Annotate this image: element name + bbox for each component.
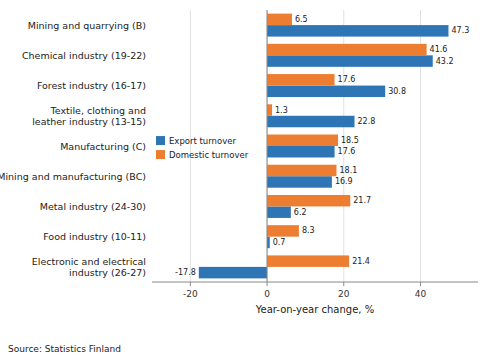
category-label: Electronic and electricalindustry (26-27…: [32, 256, 146, 278]
bar: [267, 104, 272, 115]
tick-label: 40: [415, 289, 427, 299]
tick-label: 20: [338, 289, 350, 299]
tick-label: 0: [264, 289, 270, 299]
data-label: 6.2: [294, 208, 307, 217]
data-label: 18.5: [341, 136, 359, 145]
bar: [267, 44, 427, 55]
category-label-line: industry (26-27): [69, 267, 146, 278]
category-label: Forest industry (16-17): [37, 80, 146, 91]
data-label: 0.7: [273, 238, 286, 247]
data-label: 17.6: [338, 75, 356, 84]
bar: [267, 25, 448, 36]
bar: [267, 225, 299, 236]
data-label: 47.3: [451, 26, 469, 35]
category-label: Textile, clothing andleather industry (1…: [32, 105, 146, 127]
data-label: 41.6: [430, 45, 448, 54]
bar: [267, 135, 338, 146]
data-label: 21.7: [353, 196, 371, 205]
bar: [267, 55, 433, 66]
data-label: 22.8: [358, 117, 376, 126]
x-axis-label: Year-on-year change, %: [255, 304, 374, 315]
category-label: Metal industry (24-30): [40, 201, 146, 212]
category-label: Food industry (10-11): [43, 231, 146, 242]
tick: [190, 282, 191, 286]
bar: [267, 86, 385, 97]
category-label: Mining and quarrying (B): [28, 20, 146, 31]
data-label: 1.3: [275, 106, 288, 115]
tick: [267, 282, 268, 286]
legend-swatch: [156, 150, 165, 159]
data-label: 21.4: [352, 257, 370, 266]
tick: [420, 282, 421, 286]
data-labels: -17.8 0.7 6.2 16.9 17.6 22.8 30.8 43.2 47.3 21.4 8…: [175, 15, 469, 277]
legend-label: Export turnover: [169, 136, 236, 146]
data-label: 16.9: [335, 177, 353, 186]
data-label: 6.5: [295, 15, 308, 24]
category-label-line: Electronic and electrical: [32, 256, 146, 267]
x-axis-line: [152, 282, 478, 283]
bar: [267, 116, 354, 127]
tick: [343, 282, 344, 286]
chart: -17.8 0.7 6.2 16.9 17.6 22.8 30.8 43.2 47.3 21.4 8…: [0, 0, 493, 360]
category-label-line: Textile, clothing and: [50, 105, 146, 116]
data-label: -17.8: [175, 268, 196, 277]
category-label-line: Forest industry (16-17): [37, 80, 146, 91]
bar: [267, 206, 291, 217]
grid-line: [267, 10, 268, 282]
category-label-line: Mining and manufacturing (BC): [0, 171, 146, 182]
bar: [267, 195, 350, 206]
category-label-line: Mining and quarrying (B): [28, 20, 146, 31]
bar: [267, 255, 349, 266]
data-label: 30.8: [388, 87, 406, 96]
category-label: Manufacturing (C): [60, 141, 146, 152]
grid-line: [190, 10, 191, 282]
bar: [267, 14, 292, 25]
category-label-line: Chemical industry (19-22): [22, 50, 146, 61]
tick-label: -20: [183, 289, 198, 299]
zero-line: [267, 10, 268, 282]
legend-label: Domestic turnover: [169, 150, 249, 160]
category-label: Mining and manufacturing (BC): [0, 171, 146, 182]
data-label: 8.3: [302, 226, 315, 235]
category-label-line: Food industry (10-11): [43, 231, 146, 242]
legend: Export turnover Domestic turnover: [156, 136, 249, 160]
bars: [199, 14, 449, 279]
bar: [199, 267, 267, 278]
bar: [267, 176, 332, 187]
y-ticks: Electronic and electricalindustry (26-27…: [0, 20, 146, 278]
bar: [267, 146, 335, 157]
bar: [267, 74, 335, 85]
source: Source: Statistics Finland: [8, 344, 121, 354]
category-label-line: leather industry (13-15): [32, 116, 146, 127]
data-label: 18.1: [339, 166, 357, 175]
legend-swatch: [156, 136, 165, 145]
category-label-line: Manufacturing (C): [60, 141, 146, 152]
data-label: 43.2: [436, 57, 454, 66]
bar: [267, 165, 336, 176]
data-label: 17.6: [338, 147, 356, 156]
category-label-line: Metal industry (24-30): [40, 201, 146, 212]
x-ticks: -20 0 20 40: [183, 282, 426, 299]
category-label: Chemical industry (19-22): [22, 50, 146, 61]
